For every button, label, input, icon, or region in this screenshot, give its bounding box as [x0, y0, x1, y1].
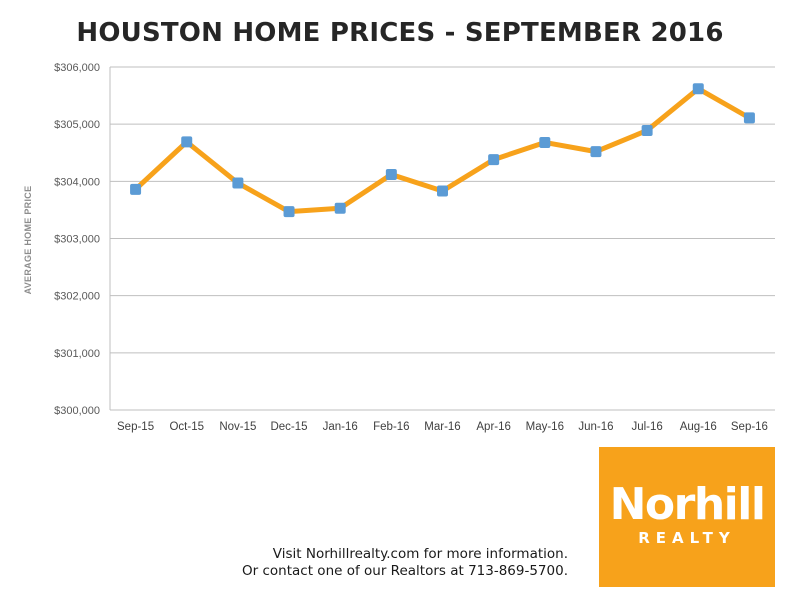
norhill-realty-logo: Norhill REALTY [599, 447, 775, 587]
x-tick-label-8: May-16 [526, 421, 564, 433]
line-chart: $300,000 $301,000 $302,000 $303,000 $304,000… [23, 62, 775, 433]
x-tick-label-6: Mar-16 [424, 421, 460, 433]
x-tick-label-11: Aug-16 [680, 421, 717, 433]
data-point-11 [692, 83, 704, 95]
series-markers [130, 83, 755, 218]
footer-line-1: Visit Norhillrealty.com for more informa… [272, 546, 568, 562]
data-point-9 [590, 146, 602, 158]
y-tick-label-0: $300,000 [54, 405, 100, 417]
y-axis-label: AVERAGE HOME PRICE [23, 186, 33, 295]
x-tick-label-9: Jun-16 [578, 421, 613, 433]
x-tick-label-5: Feb-16 [373, 421, 409, 433]
y-tick-label-5: $305,000 [54, 119, 100, 131]
x-tick-label-12: Sep-16 [731, 421, 768, 433]
data-point-8 [539, 136, 551, 148]
y-tick-label-6: $306,000 [54, 62, 100, 74]
x-tick-label-2: Nov-15 [219, 421, 256, 433]
x-tick-label-0: Sep-15 [117, 421, 154, 433]
data-point-3 [283, 206, 295, 218]
logo-name: Norhill [609, 479, 766, 530]
x-tick-label-1: Oct-15 [169, 421, 204, 433]
x-tick-label-4: Jan-16 [323, 421, 358, 433]
x-axis-ticks: Sep-15 Oct-15 Nov-15 Dec-15 Jan-16 Feb-16 Mar-… [117, 421, 768, 433]
x-tick-label-10: Jul-16 [631, 421, 662, 433]
data-point-2 [232, 177, 244, 189]
x-tick-label-7: Apr-16 [476, 421, 511, 433]
footer-line-2: Or contact one of our Realtors at 713-86… [242, 563, 568, 579]
data-point-4 [334, 202, 346, 214]
data-point-6 [437, 185, 448, 197]
data-point-12 [743, 112, 755, 124]
data-point-5 [385, 168, 397, 180]
footer-contact: Visit Norhillrealty.com for more informa… [200, 546, 568, 580]
logo-subtitle: REALTY [638, 529, 736, 547]
y-tick-label-4: $304,000 [54, 176, 100, 188]
y-tick-label-3: $303,000 [54, 234, 100, 246]
data-point-7 [488, 154, 500, 166]
y-tick-label-1: $301,000 [54, 348, 100, 360]
gridlines [109, 66, 775, 411]
x-tick-label-3: Dec-15 [270, 421, 307, 433]
data-point-10 [641, 124, 653, 136]
y-tick-label-2: $302,000 [54, 291, 100, 303]
data-point-0 [130, 183, 142, 195]
data-point-1 [181, 136, 193, 148]
page-title: HOUSTON HOME PRICES - SEPTEMBER 2016 [76, 18, 724, 48]
y-axis-ticks: $300,000 $301,000 $302,000 $303,000 $304,000… [54, 62, 100, 417]
